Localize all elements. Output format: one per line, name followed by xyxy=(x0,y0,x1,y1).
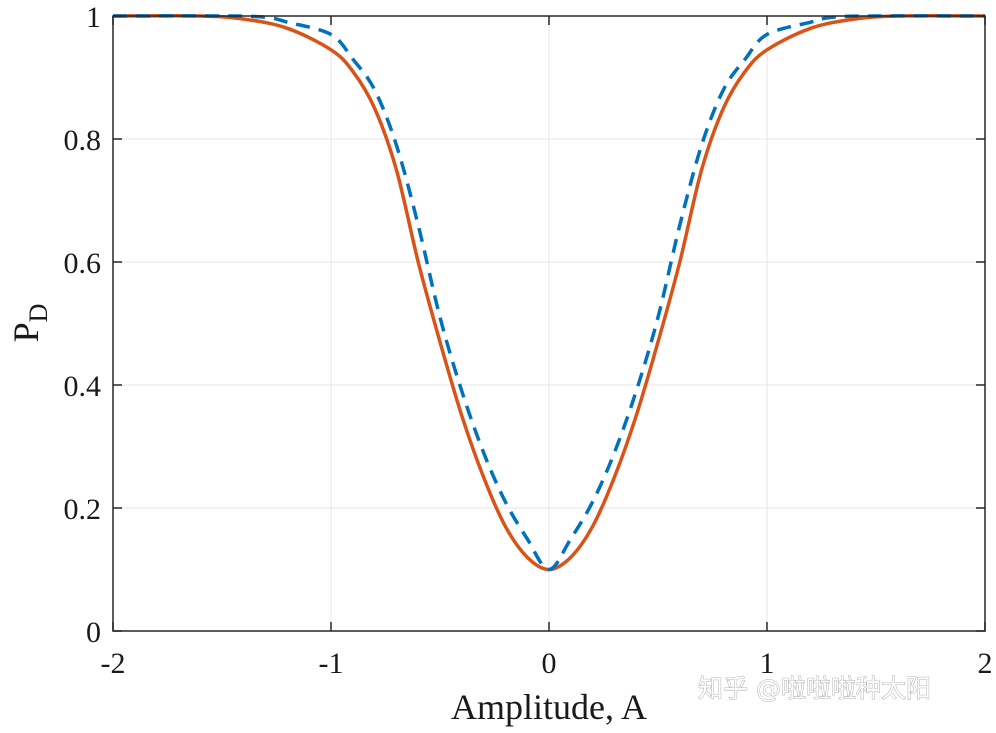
x-tick-label: -2 xyxy=(101,647,126,680)
series-group xyxy=(112,14,986,572)
x-tick-label: 0 xyxy=(542,647,557,680)
x-tick-label: 1 xyxy=(760,647,775,680)
y-tick-label: 0.8 xyxy=(64,124,102,157)
watermark: 知乎 @啦啦啦种太阳 xyxy=(698,674,931,703)
y-tick-label: 0 xyxy=(86,616,101,649)
y-tick-labels: 0 0.2 0.4 0.6 0.8 1 xyxy=(64,1,102,649)
y-axis-title-main: P xyxy=(6,322,46,342)
x-axis-title: Amplitude, A xyxy=(451,687,647,727)
y-axis-title: PD xyxy=(6,304,53,343)
x-tick-label: 2 xyxy=(978,647,993,680)
y-tick-label: 1 xyxy=(86,1,101,34)
x-tick-labels: -2 -1 0 1 2 xyxy=(101,647,993,680)
x-tick-label: -1 xyxy=(319,647,344,680)
y-tick-label: 0.2 xyxy=(64,493,102,526)
series-line-2 xyxy=(112,14,986,572)
y-tick-label: 0.6 xyxy=(64,247,102,280)
y-axis-title-subscript: D xyxy=(24,304,53,323)
y-tick-label: 0.4 xyxy=(64,370,102,403)
tick-marks xyxy=(112,15,986,632)
